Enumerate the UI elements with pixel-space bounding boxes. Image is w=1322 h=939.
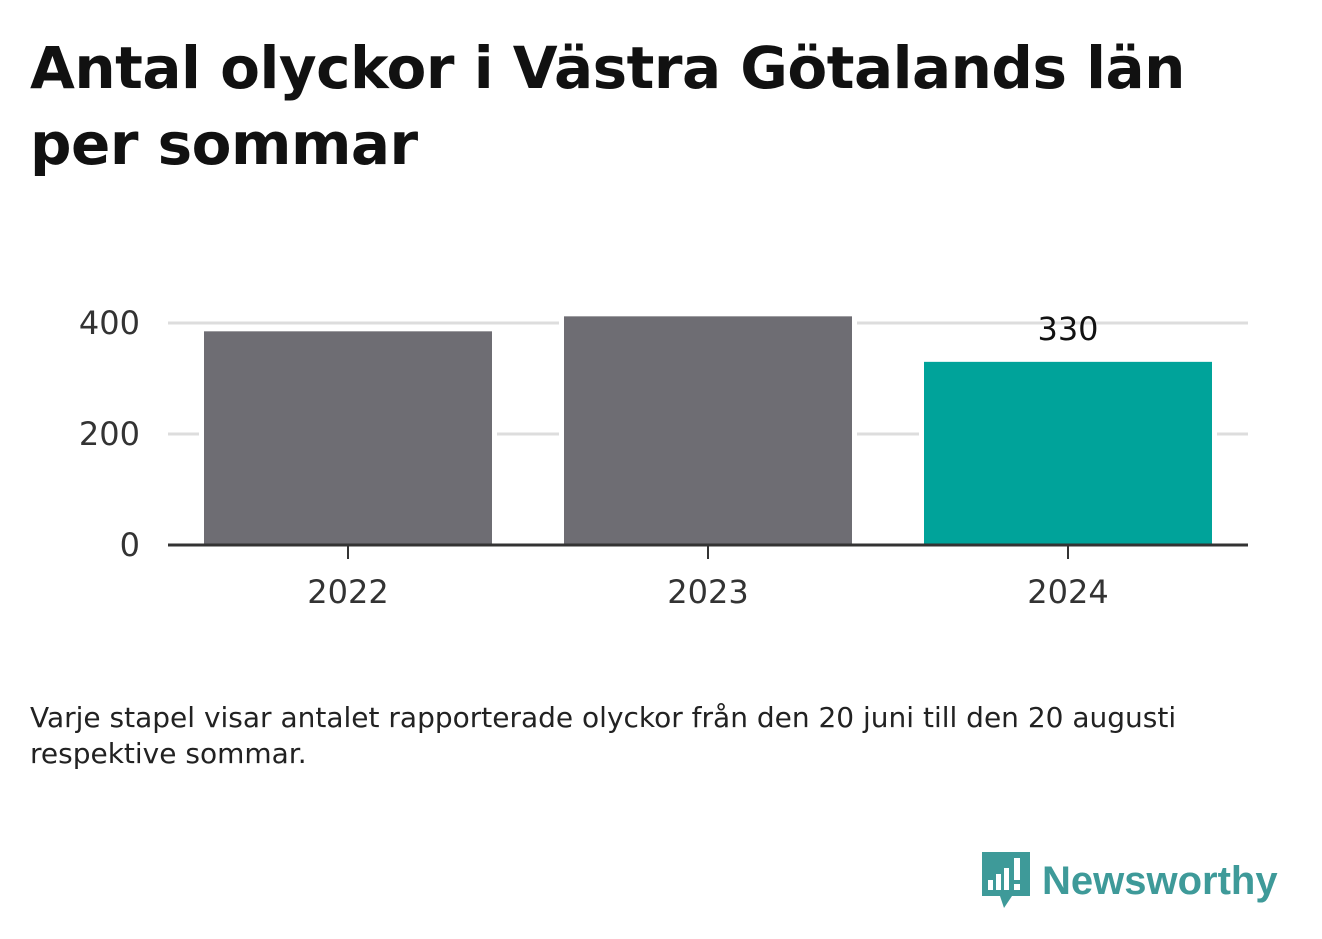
data-label: 330: [1037, 310, 1098, 348]
x-tick-label: 2024: [1027, 573, 1108, 611]
bar-chart-speech-bubble-icon: [982, 852, 1030, 908]
labels: 0 200 400 2022 2023 2024 330: [79, 304, 1109, 611]
chart-caption: Varje stapel visar antalet rapporterade …: [30, 701, 1177, 770]
brand-name: Newsworthy: [1042, 858, 1278, 903]
y-tick-label: 400: [79, 304, 140, 342]
chart-title: Antal olyckor i Västra Götalands län per…: [30, 34, 1185, 178]
x-tick-label: 2023: [667, 573, 748, 611]
bar-chart: 0 200 400 2022 2023 2024 330: [79, 304, 1248, 611]
x-tick-label: 2022: [307, 573, 388, 611]
bars: [199, 311, 1217, 545]
bar-2024: [924, 361, 1212, 545]
bar-2022: [204, 331, 492, 545]
axes: [168, 543, 1248, 559]
y-tick-label: 200: [79, 415, 140, 453]
y-tick-label: 0: [120, 526, 140, 564]
bar-2023: [564, 316, 852, 545]
brand-logo: Newsworthy: [980, 850, 1278, 912]
